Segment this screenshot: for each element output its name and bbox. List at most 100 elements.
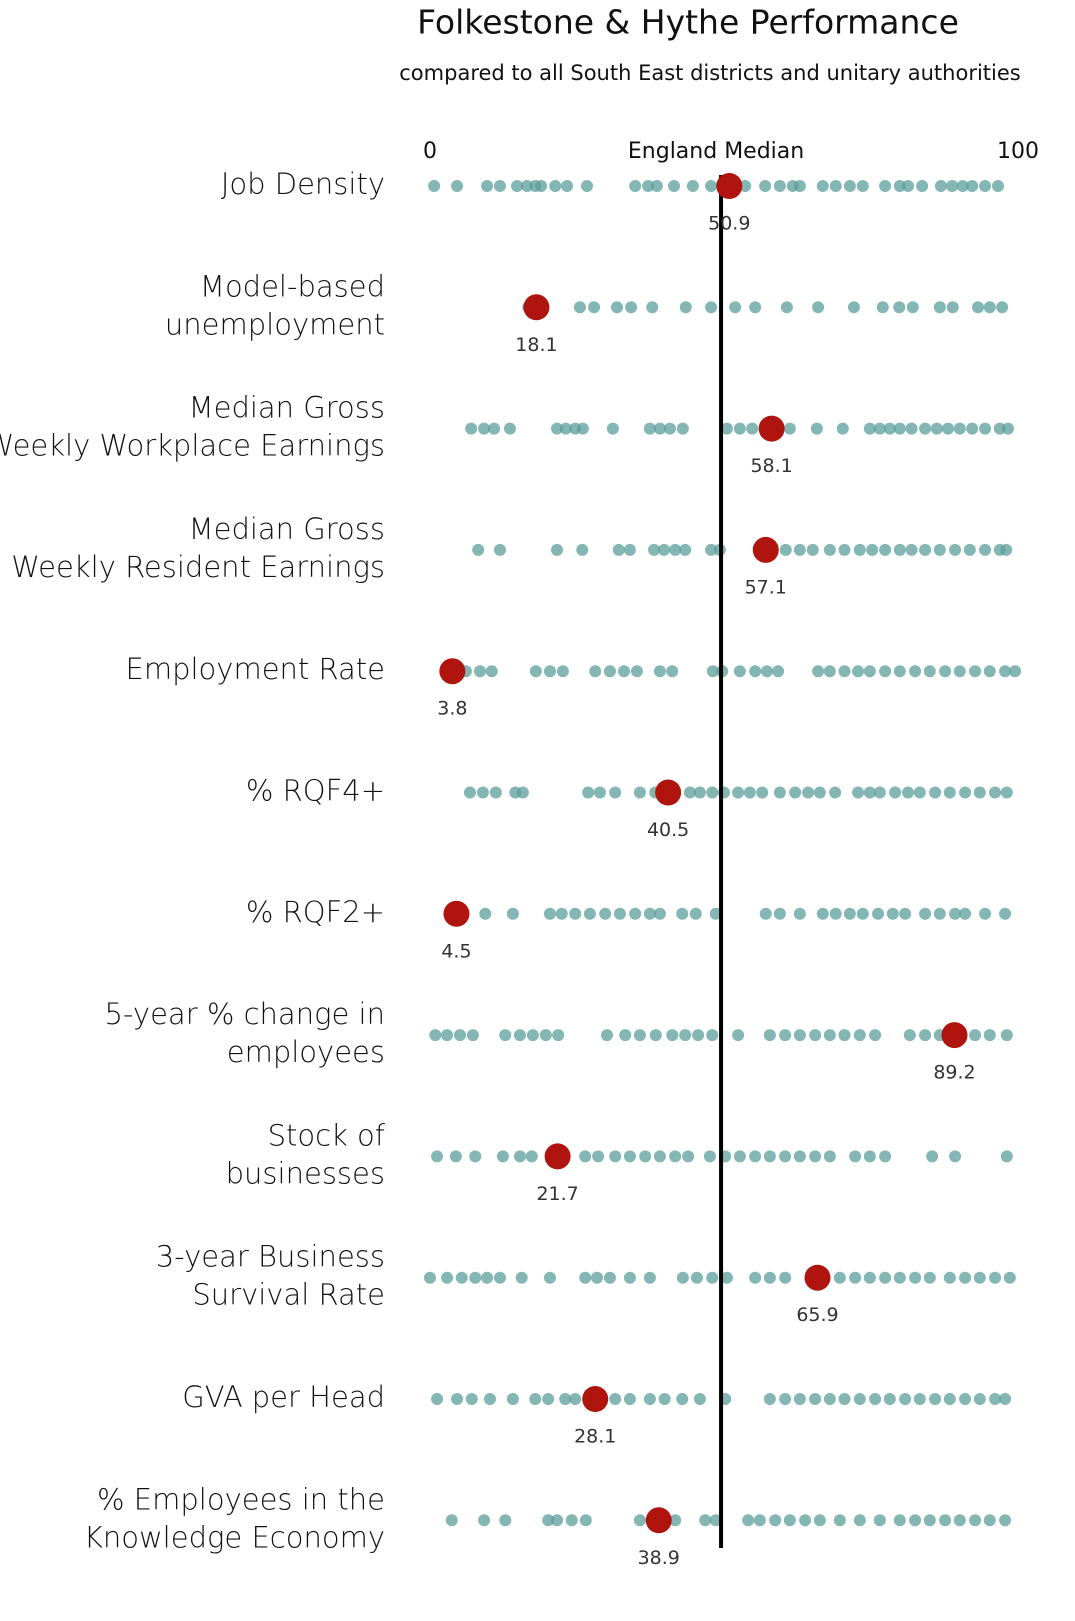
dot (431, 1393, 444, 1405)
dot (893, 422, 906, 435)
dot (679, 301, 692, 314)
dot (783, 422, 796, 435)
dot (953, 422, 966, 435)
dot (743, 786, 756, 799)
dot (633, 1514, 646, 1527)
dot (485, 665, 498, 678)
dot (959, 907, 972, 920)
dot (852, 665, 865, 678)
dot (549, 180, 562, 192)
highlight-dot (655, 779, 682, 806)
dot (609, 1150, 622, 1163)
dot (1000, 1029, 1013, 1042)
dot (556, 665, 569, 678)
dot (649, 1029, 662, 1042)
dot (933, 543, 946, 556)
dot (732, 786, 745, 799)
dot (542, 1393, 555, 1405)
dot (466, 1029, 479, 1042)
dot (618, 665, 631, 678)
dot (682, 1150, 695, 1163)
dot (838, 543, 851, 556)
dot (539, 1029, 552, 1042)
dot (451, 1393, 464, 1405)
dot (812, 665, 825, 678)
dot (893, 665, 906, 678)
dot (623, 1393, 636, 1405)
dot (779, 1029, 792, 1042)
dot (529, 665, 542, 678)
dot (899, 907, 912, 920)
dot (521, 180, 534, 192)
dot (650, 180, 663, 192)
dot (676, 422, 689, 435)
dot (779, 1271, 792, 1284)
dot (676, 1271, 689, 1284)
dot (893, 301, 906, 314)
dot (953, 665, 966, 678)
dot (989, 1393, 1002, 1405)
dot (772, 665, 785, 678)
dot (473, 665, 486, 678)
dot (873, 786, 886, 799)
row-label: 5-year % change in (105, 997, 385, 1031)
dot (906, 301, 919, 314)
dot (992, 180, 1005, 192)
dot (942, 422, 955, 435)
dot (643, 422, 656, 435)
dot (876, 301, 889, 314)
dot (676, 1393, 689, 1405)
dot (609, 1393, 622, 1405)
dot (1000, 543, 1013, 556)
dot (658, 543, 671, 556)
dot (793, 180, 806, 192)
dot (455, 1271, 468, 1284)
dot (879, 543, 892, 556)
dot (463, 786, 476, 799)
dot (943, 1271, 956, 1284)
dot (579, 1271, 592, 1284)
dot (883, 422, 896, 435)
dot (749, 301, 762, 314)
dot (593, 786, 606, 799)
dot (989, 1271, 1002, 1284)
dot (733, 1150, 746, 1163)
dot (933, 907, 946, 920)
dot (493, 1271, 506, 1284)
dot (886, 907, 899, 920)
dot (813, 1514, 826, 1527)
dot (773, 786, 786, 799)
dot (496, 1150, 509, 1163)
dot (666, 1029, 679, 1042)
value-label: 58.1 (750, 455, 792, 477)
dot (816, 180, 829, 192)
row-label: Job Density (221, 167, 385, 201)
dot (838, 1029, 851, 1042)
dot (709, 907, 722, 920)
dot (676, 907, 689, 920)
dot (478, 1514, 491, 1527)
dot (763, 1393, 776, 1405)
dot (693, 786, 706, 799)
row-label: 3-year Business (156, 1240, 385, 1274)
dot (493, 543, 506, 556)
dot (559, 1393, 572, 1405)
dot (589, 665, 602, 678)
dot (929, 1393, 942, 1405)
dot (749, 1271, 762, 1284)
dot (729, 301, 742, 314)
x-tick-label: 100 (997, 139, 1039, 164)
dot (793, 543, 806, 556)
dot (663, 422, 676, 435)
dot (769, 1514, 782, 1527)
dot (633, 1029, 646, 1042)
highlight-dot (941, 1022, 968, 1049)
highlight-dot (804, 1264, 831, 1291)
dot (983, 665, 996, 678)
dot (733, 422, 746, 435)
dot (838, 665, 851, 678)
dot (879, 665, 892, 678)
dot (856, 907, 869, 920)
dot (763, 1150, 776, 1163)
dot (823, 1029, 836, 1042)
